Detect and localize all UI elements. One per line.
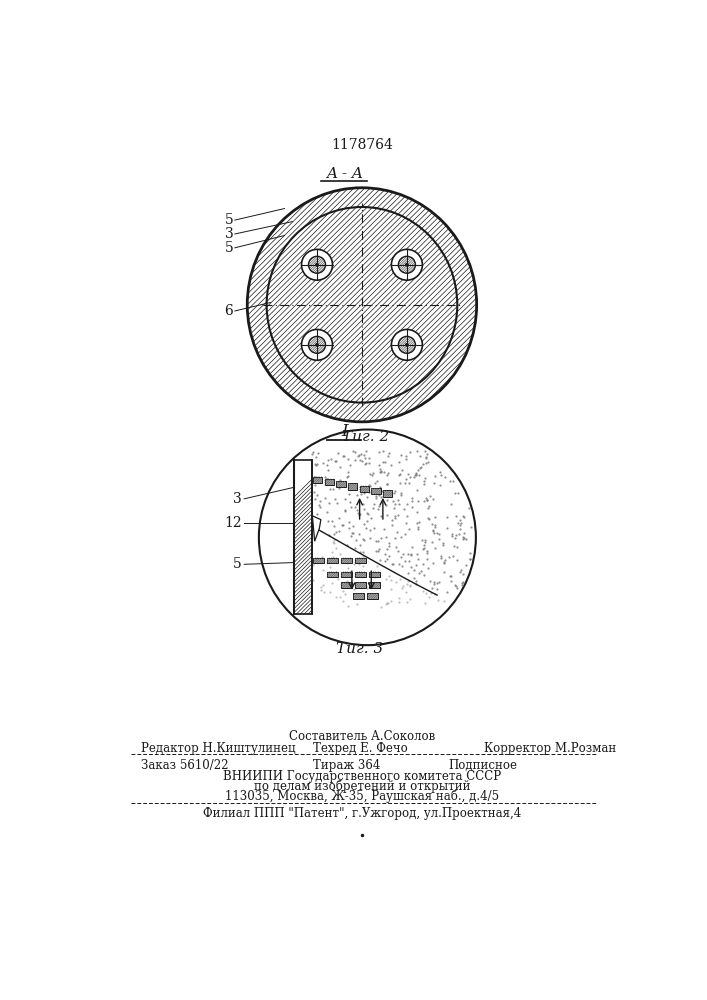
Text: 113035, Москва, Ж-35, Раушская наб., д.4/5: 113035, Москва, Ж-35, Раушская наб., д.4… [225,789,499,803]
Bar [325,479,334,485]
Text: Корректор М.Розман: Корректор М.Розман [484,742,616,755]
Text: A - A: A - A [326,167,363,181]
Text: по делам изобретений и открытий: по делам изобретений и открытий [254,779,470,793]
Text: Редактор Н.Киштулинец: Редактор Н.Киштулинец [141,742,296,755]
Text: 5: 5 [225,241,233,255]
Bar [355,572,366,577]
Text: 6: 6 [225,304,233,318]
Bar [293,460,312,614]
Circle shape [392,329,422,360]
Circle shape [315,343,319,347]
Bar [360,486,369,492]
Bar [368,593,378,599]
Circle shape [405,343,409,347]
Text: ВНИИПИ Государственного комитета СССР: ВНИИПИ Государственного комитета СССР [223,770,501,783]
Text: Техред Е. Фечо: Техред Е. Фечо [313,742,408,755]
Bar [341,558,352,563]
Text: Подписное: Подписное [449,759,518,772]
Bar [369,582,380,588]
Circle shape [301,249,332,280]
Text: Заказ 5610/22: Заказ 5610/22 [141,759,228,772]
Bar [369,572,380,577]
Bar [327,558,338,563]
Text: 5: 5 [233,557,242,571]
Bar [313,477,322,483]
Text: Тираж 364: Тираж 364 [313,759,380,772]
Bar [337,481,346,487]
Text: 3: 3 [233,492,242,506]
Bar [383,490,392,497]
Bar [327,572,338,577]
Bar [348,483,357,490]
Text: 1178764: 1178764 [331,138,393,152]
Bar [371,488,380,494]
Bar [355,558,366,563]
Bar [313,558,324,563]
Text: I: I [341,423,347,440]
Polygon shape [312,516,321,541]
Circle shape [392,249,422,280]
Bar [355,582,366,588]
Bar [341,582,352,588]
Text: 5: 5 [225,213,233,227]
Circle shape [405,263,409,267]
Bar [341,572,352,577]
Text: Филиал ППП "Патент", г.Ужгород, ул.Проектная,4: Филиал ППП "Патент", г.Ужгород, ул.Проек… [203,806,521,820]
Circle shape [315,263,319,267]
Text: Τиг. 2: Τиг. 2 [342,430,390,444]
Text: 12: 12 [224,516,242,530]
Circle shape [301,329,332,360]
Text: Составитель А.Соколов: Составитель А.Соколов [289,730,435,742]
Text: Τиг. 3: Τиг. 3 [336,642,383,656]
Bar [354,593,364,599]
Text: 3: 3 [225,227,233,241]
